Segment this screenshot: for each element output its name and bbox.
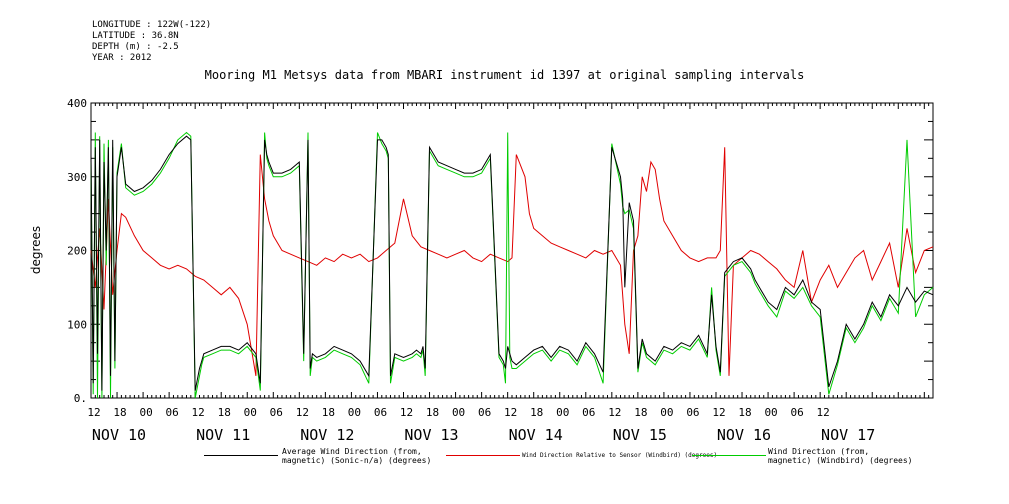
y-tick-label: 400: [67, 97, 87, 110]
x-day-label: NOV 16: [717, 426, 771, 444]
depth-label: DEPTH (m) : -2.5: [92, 42, 179, 52]
metadata-block: LONGITUDE : 122W(-122) LATITUDE : 36.8N …: [92, 20, 211, 64]
x-day-label: NOV 12: [300, 426, 354, 444]
x-tick-label: 18: [113, 406, 126, 419]
x-tick-label: 18: [530, 406, 543, 419]
x-tick-label: 12: [712, 406, 725, 419]
x-tick-label: 12: [87, 406, 100, 419]
legend-entry-relative: Wind Direction Relative to Sensor (Windb…: [522, 451, 717, 460]
legend-text-1b: magnetic) (Sonic-n/a) (degrees): [282, 456, 432, 465]
x-day-label: NOV 15: [613, 426, 667, 444]
x-day-label: NOV 13: [404, 426, 458, 444]
series-line-0: [90, 135, 934, 391]
x-tick-label: 12: [608, 406, 621, 419]
x-tick-label: 00: [556, 406, 569, 419]
x-tick-label: 00: [660, 406, 673, 419]
year-label: YEAR : 2012: [92, 53, 152, 63]
series-line-1: [90, 147, 934, 376]
x-tick-label: 18: [634, 406, 647, 419]
x-tick-label: 18: [218, 406, 231, 419]
x-tick-label: 06: [478, 406, 491, 419]
x-tick-label: 18: [426, 406, 439, 419]
legend-entry-windbird: Wind Direction (from, magnetic) (Windbir…: [768, 447, 913, 465]
series-line-2: [90, 131, 934, 399]
x-tick-label: 06: [582, 406, 595, 419]
x-day-label: NOV 10: [92, 426, 146, 444]
x-tick-label: 12: [504, 406, 517, 419]
x-tick-label: 18: [322, 406, 335, 419]
legend-text-1a: Average Wind Direction (from,: [282, 447, 422, 456]
x-tick-label: 00: [139, 406, 152, 419]
x-tick-label: 12: [296, 406, 309, 419]
legend-swatch-red: [446, 455, 520, 456]
x-tick-label: 00: [764, 406, 777, 419]
x-tick-label: 12: [400, 406, 413, 419]
chart-title: Mooring M1 Metsys data from MBARI instru…: [204, 68, 805, 82]
x-day-label: NOV 11: [196, 426, 250, 444]
x-tick-label: 06: [165, 406, 178, 419]
y-tick-label: 0.: [74, 392, 87, 405]
x-tick-label: 00: [244, 406, 257, 419]
longitude-label: LONGITUDE : 122W(-122): [92, 20, 212, 30]
x-tick-label: 06: [374, 406, 387, 419]
y-axis-label: degrees: [29, 226, 43, 274]
legend-text-3a: Wind Direction (from,: [768, 447, 870, 456]
x-tick-label: 12: [817, 406, 830, 419]
legend-entry-average: Average Wind Direction (from, magnetic) …: [282, 447, 431, 465]
x-day-label: NOV 14: [509, 426, 563, 444]
x-day-label: NOV 17: [821, 426, 875, 444]
x-tick-label: 00: [348, 406, 361, 419]
legend-text-2a: Wind Direction Relative to Sensor (Windb…: [522, 452, 718, 459]
y-tick-label: 200: [67, 245, 87, 258]
x-tick-label: 06: [790, 406, 803, 419]
y-tick-label: 100: [67, 318, 87, 331]
x-tick-label: 06: [270, 406, 283, 419]
latitude-label: LATITUDE : 36.8N: [92, 31, 179, 41]
x-tick-label: 00: [452, 406, 465, 419]
y-tick-label: 300: [67, 171, 87, 184]
legend-swatch-black: [204, 455, 278, 456]
x-tick-label: 18: [738, 406, 751, 419]
x-tick-label: 12: [192, 406, 205, 419]
legend-swatch-green: [692, 455, 766, 456]
x-tick-label: 06: [686, 406, 699, 419]
legend-text-3b: magnetic) (Windbird) (degrees): [768, 456, 913, 465]
